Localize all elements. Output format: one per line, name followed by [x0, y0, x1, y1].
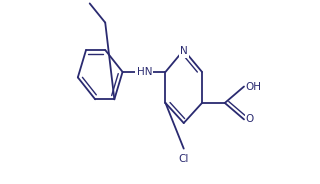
Text: Cl: Cl [179, 154, 189, 164]
Text: HN: HN [137, 67, 152, 77]
Text: OH: OH [246, 82, 262, 91]
Text: N: N [180, 46, 188, 56]
Text: O: O [246, 114, 254, 124]
